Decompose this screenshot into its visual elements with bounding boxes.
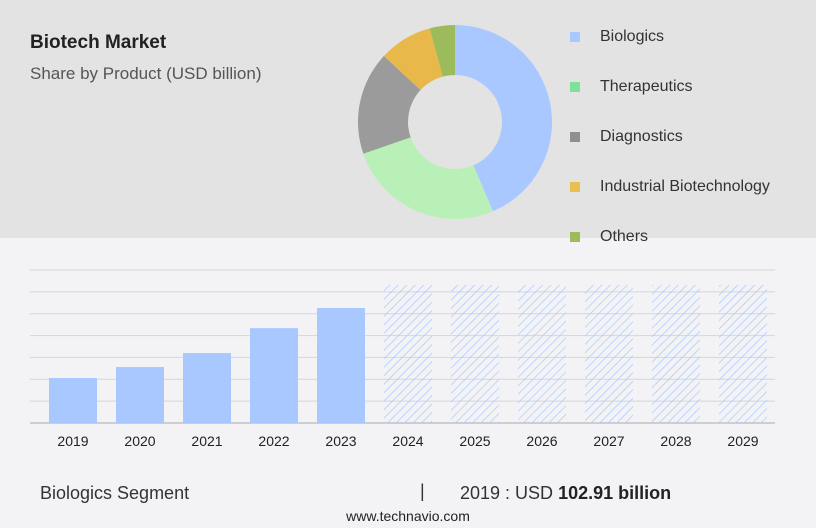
legend-label: Biologics xyxy=(600,28,665,45)
legend-swatch xyxy=(570,82,580,92)
x-tick-label: 2020 xyxy=(124,433,155,449)
bar-chart: 2019 2020 2021 2022 2023 2024 2025 2026 2027 2028… xyxy=(30,269,775,449)
bar-2029 xyxy=(719,284,767,423)
bar-2023 xyxy=(317,308,365,423)
legend-swatch xyxy=(570,182,580,192)
legend-swatch xyxy=(570,132,580,142)
legend-label: Industrial Biotechnology xyxy=(600,178,770,195)
source-url[interactable]: www.technavio.com xyxy=(346,508,470,524)
bar-2020 xyxy=(116,367,164,423)
x-tick-label: 2027 xyxy=(593,433,624,449)
bar-2025 xyxy=(451,284,499,423)
donut-slice-others xyxy=(429,25,455,77)
legend-item: Therapeutics xyxy=(570,62,770,112)
bar-2027 xyxy=(585,284,633,423)
legend-swatch xyxy=(570,232,580,242)
legend-item: Industrial Biotechnology xyxy=(570,162,770,212)
bar-2026 xyxy=(518,284,566,423)
legend-item: Biologics xyxy=(570,12,770,62)
x-tick-label: 2026 xyxy=(526,433,557,449)
chart-subtitle: Share by Product (USD billion) xyxy=(30,64,262,83)
x-tick-label: 2029 xyxy=(727,433,758,449)
bar-2024 xyxy=(384,284,432,423)
legend-swatch xyxy=(570,32,580,42)
bar-2022 xyxy=(250,328,298,423)
donut-slice-therapeutics xyxy=(363,137,493,219)
legend-item: Diagnostics xyxy=(570,112,770,162)
separator: | xyxy=(420,481,425,501)
segment-year-label: 2019 : USD xyxy=(460,483,554,503)
legend-item: Others xyxy=(570,212,770,262)
donut-slice-biologics xyxy=(455,25,552,212)
x-tick-label: 2028 xyxy=(660,433,691,449)
segment-label: Biologics Segment xyxy=(40,483,190,503)
x-tick-label: 2019 xyxy=(57,433,88,449)
x-tick-label: 2023 xyxy=(325,433,356,449)
bar-2028 xyxy=(652,284,700,423)
legend-label: Therapeutics xyxy=(600,78,693,95)
x-tick-label: 2022 xyxy=(258,433,289,449)
legend-label: Others xyxy=(600,228,649,245)
x-tick-label: 2025 xyxy=(459,433,490,449)
segment-value: 2019 : USD 102.91 billion xyxy=(460,483,671,504)
segment-value-amount: 102.91 billion xyxy=(558,483,672,503)
x-tick-label: 2024 xyxy=(392,433,423,449)
x-tick-label: 2021 xyxy=(191,433,222,449)
donut-slice-industrial-biotechnology xyxy=(383,28,443,91)
chart-title: Biotech Market xyxy=(30,32,167,53)
donut-slice-diagnostics xyxy=(358,56,421,154)
bar-2019 xyxy=(49,378,97,423)
legend: Biologics Therapeutics Diagnostics Industri… xyxy=(570,12,770,262)
bar-2021 xyxy=(183,353,231,423)
donut-chart xyxy=(358,25,552,219)
legend-label: Diagnostics xyxy=(600,128,683,145)
